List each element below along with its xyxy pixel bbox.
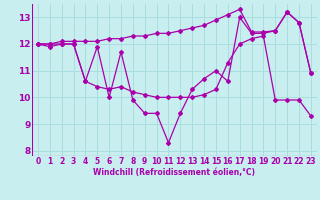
- X-axis label: Windchill (Refroidissement éolien,°C): Windchill (Refroidissement éolien,°C): [93, 168, 255, 177]
